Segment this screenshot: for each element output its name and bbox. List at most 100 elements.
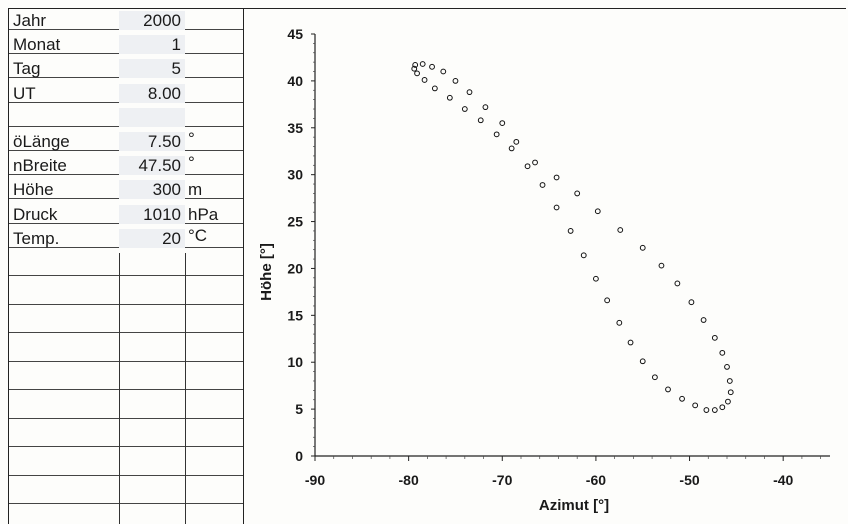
row-value[interactable]: 2000 xyxy=(119,11,185,30)
data-point xyxy=(719,349,726,356)
grid-line xyxy=(9,332,243,333)
x-axis-label: Azimut [°] xyxy=(539,497,609,514)
row-unit xyxy=(185,84,243,103)
x-tick-label: -50 xyxy=(679,472,699,488)
row-label: Jahr xyxy=(9,11,119,30)
sheet-row: Monat 1 xyxy=(9,35,243,55)
y-tick-label: 35 xyxy=(287,120,303,136)
data-point xyxy=(482,104,489,111)
data-point xyxy=(688,299,695,306)
y-tick-label: 20 xyxy=(287,260,303,276)
grid-line xyxy=(9,360,243,362)
row-unit: m xyxy=(185,180,243,200)
data-point xyxy=(466,89,473,96)
grid-line xyxy=(9,275,243,276)
scatter-chart: 0 5 10 15 20 25 30 35 40 45 -90 -80 -70 -60 -50 -40 Azi… xyxy=(258,26,830,514)
data-point xyxy=(724,364,730,370)
sheet-row: nBreite 47.50 ° xyxy=(9,154,243,176)
data-point xyxy=(726,378,733,384)
data-point xyxy=(692,402,699,409)
sheet-row: Jahr 2000 xyxy=(9,11,243,30)
row-value[interactable]: 1 xyxy=(119,35,185,55)
row-unit: hPa xyxy=(185,205,243,224)
row-value[interactable]: 8.00 xyxy=(119,83,185,103)
data-point xyxy=(665,386,671,393)
data-point xyxy=(411,65,418,72)
row-label: Tag xyxy=(9,59,119,79)
grid-line xyxy=(9,503,243,504)
data-point xyxy=(539,182,546,188)
sheet-row: Höhe 300 m xyxy=(9,180,243,200)
data-point xyxy=(412,62,419,68)
axes: 0 5 10 15 20 25 30 35 40 45 -90 -80 -70 -60 -50 -40 xyxy=(287,26,830,488)
y-tick-label: 25 xyxy=(287,214,303,230)
column-divider xyxy=(185,253,186,524)
data-point xyxy=(452,77,459,84)
y-tick-label: 10 xyxy=(287,354,303,370)
row-label: UT xyxy=(9,84,119,103)
data-point xyxy=(700,317,707,323)
y-tick-label: 40 xyxy=(287,73,303,89)
sheet-row: öLänge 7.50 ° xyxy=(9,130,243,151)
parameter-sheet: Jahr 2000 Monat 1 Tag 5 UT 8.00 öLänge 7.50 ° nBrei… xyxy=(8,8,244,524)
row-label: Höhe xyxy=(9,180,119,200)
data-point xyxy=(604,297,611,304)
grid-line xyxy=(9,474,243,476)
y-tick-label: 0 xyxy=(295,448,303,464)
row-value[interactable]: 5 xyxy=(119,59,185,79)
x-tick-label: -40 xyxy=(773,472,793,488)
row-value[interactable]: 20 xyxy=(119,228,185,248)
row-unit: °C xyxy=(185,227,243,248)
data-point xyxy=(431,85,438,92)
data-point xyxy=(679,395,685,402)
row-value[interactable]: 1010 xyxy=(119,204,185,224)
data-point xyxy=(719,404,726,411)
grid-line xyxy=(9,417,243,419)
sheet-row: Temp. 20 °C xyxy=(9,227,243,248)
data-points xyxy=(411,61,734,413)
row-label: öLänge xyxy=(9,132,119,151)
data-point xyxy=(493,131,500,138)
y-tick-label: 45 xyxy=(287,26,303,42)
row-label: Temp. xyxy=(9,229,119,248)
row-value[interactable]: 300 xyxy=(119,180,185,200)
data-point xyxy=(419,61,426,67)
data-point xyxy=(616,319,623,326)
row-unit: ° xyxy=(185,130,243,151)
x-tick-label: -60 xyxy=(586,472,606,488)
row-label xyxy=(9,108,119,127)
sheet-row: Druck 1010 hPa xyxy=(9,204,243,224)
grid-line xyxy=(9,389,243,390)
row-label: nBreite xyxy=(9,156,119,176)
y-tick-label: 5 xyxy=(295,401,303,417)
data-point xyxy=(508,145,515,152)
data-point xyxy=(461,106,468,112)
data-point xyxy=(553,204,560,211)
data-point xyxy=(532,159,538,166)
sheet-row: UT 8.00 xyxy=(9,83,243,103)
row-value[interactable]: 7.50 xyxy=(119,132,185,151)
y-tick-label: 30 xyxy=(287,167,303,183)
x-tick-label: -90 xyxy=(305,472,325,488)
data-point xyxy=(711,334,718,341)
row-unit xyxy=(185,35,243,55)
data-point xyxy=(674,280,681,287)
data-point xyxy=(446,94,453,101)
x-tick-label: -80 xyxy=(399,472,419,488)
data-point xyxy=(429,63,435,70)
row-value[interactable] xyxy=(119,107,185,127)
data-point xyxy=(574,190,581,197)
data-point xyxy=(725,398,731,405)
data-point xyxy=(617,227,624,233)
data-point xyxy=(593,275,599,282)
data-point xyxy=(421,77,428,83)
row-unit xyxy=(185,59,243,79)
data-point xyxy=(553,174,560,181)
row-unit xyxy=(185,11,243,30)
sheet-row: Tag 5 xyxy=(9,59,243,79)
data-point xyxy=(477,117,484,124)
grid-line xyxy=(9,446,243,447)
data-point xyxy=(524,163,531,170)
data-point xyxy=(652,374,658,381)
row-value[interactable]: 47.50 xyxy=(119,156,185,176)
